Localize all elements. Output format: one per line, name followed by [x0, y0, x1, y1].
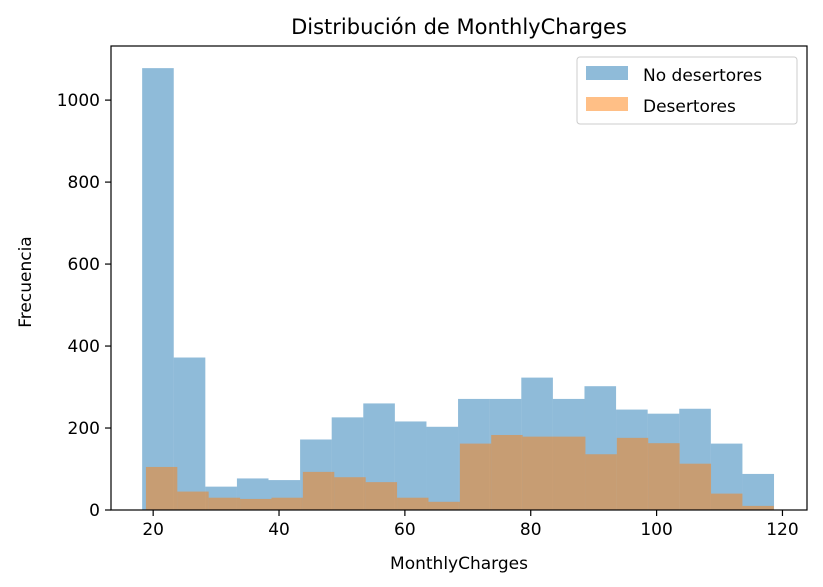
histogram-bar-series-1 — [742, 473, 775, 510]
histogram-bar-series-2 — [145, 466, 178, 510]
histogram-bar-series-2 — [208, 497, 241, 510]
y-tick-label: 400 — [68, 337, 100, 357]
histogram-bar-series-2 — [397, 497, 429, 510]
histogram-bar-series-2 — [554, 436, 586, 510]
chart-title: Distribución de MonthlyCharges — [291, 15, 627, 39]
legend-swatch — [586, 66, 628, 80]
x-axis-label: MonthlyCharges — [390, 554, 528, 574]
histogram-bar-series-2 — [585, 454, 617, 510]
x-tick-label: 60 — [394, 520, 416, 540]
x-tick-label: 80 — [520, 520, 542, 540]
histogram-bar-series-2 — [679, 463, 712, 510]
x-tick-label: 20 — [142, 520, 164, 540]
histogram-bar-series-2 — [459, 443, 492, 510]
bars-layer — [142, 68, 775, 510]
y-axis-label: Frecuencia — [16, 236, 36, 327]
histogram-bar-series-1 — [142, 68, 174, 510]
histogram-bar-series-2 — [522, 436, 555, 510]
histogram-bar-series-2 — [616, 437, 649, 510]
y-tick-label: 600 — [68, 255, 100, 275]
y-tick-label: 0 — [89, 501, 100, 521]
histogram-bar-series-1 — [394, 421, 427, 510]
histogram-bar-series-2 — [177, 491, 209, 510]
histogram-bar-series-2 — [334, 477, 366, 510]
histogram-bar-series-2 — [428, 501, 460, 510]
histogram-bar-series-2 — [365, 482, 398, 510]
histogram-bar-series-2 — [711, 493, 743, 510]
y-tick-label: 1000 — [57, 91, 100, 111]
x-tick-label: 40 — [268, 520, 290, 540]
plot-frame — [110, 45, 808, 511]
histogram-bar-series-2 — [302, 471, 335, 510]
axes-layer: 20 40 60 80 100 120 0 200 400 600 800 1000 — [57, 45, 808, 540]
legend-label: No desertores — [643, 66, 762, 86]
histogram-bar-series-1 — [173, 357, 206, 510]
x-tick-label: 100 — [640, 520, 672, 540]
histogram-bar-series-2 — [240, 498, 272, 510]
y-tick-label: 200 — [68, 419, 100, 439]
histogram-bar-series-1 — [426, 426, 459, 510]
y-tick-label: 800 — [68, 173, 100, 193]
legend-box — [576, 56, 798, 125]
legend-swatch — [586, 97, 628, 111]
histogram-bar-series-2 — [648, 443, 680, 510]
legend-label: Desertores — [643, 97, 736, 117]
histogram-bar-series-2 — [491, 434, 523, 510]
histogram-bar-series-2 — [742, 505, 774, 510]
legend: No desertores Desertores — [576, 56, 798, 125]
histogram-bar-series-2 — [271, 497, 303, 510]
x-tick-label: 120 — [766, 520, 798, 540]
